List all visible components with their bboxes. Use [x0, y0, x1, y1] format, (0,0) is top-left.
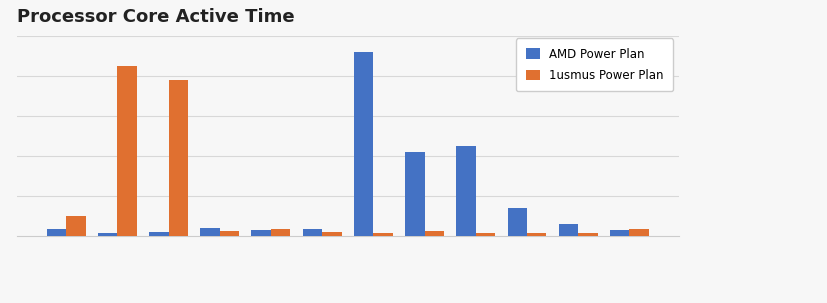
Bar: [251, 230, 270, 236]
Bar: [66, 216, 85, 236]
Bar: [200, 228, 219, 236]
Bar: [303, 229, 322, 236]
Bar: [219, 231, 239, 236]
Bar: [373, 233, 392, 236]
Bar: [476, 233, 495, 236]
Bar: [98, 233, 117, 236]
Bar: [117, 66, 136, 236]
Bar: [353, 52, 373, 236]
Bar: [270, 229, 290, 236]
Bar: [526, 233, 546, 236]
Text: Processor Core Active Time: Processor Core Active Time: [17, 8, 294, 26]
Bar: [322, 232, 342, 236]
Bar: [169, 80, 188, 236]
Bar: [149, 232, 169, 236]
Bar: [424, 231, 443, 236]
Bar: [629, 229, 648, 236]
Bar: [404, 152, 424, 236]
Bar: [456, 146, 476, 236]
Bar: [46, 229, 66, 236]
Bar: [507, 208, 526, 236]
Bar: [577, 233, 597, 236]
Bar: [558, 224, 577, 236]
Bar: [609, 230, 629, 236]
Legend: AMD Power Plan, 1usmus Power Plan: AMD Power Plan, 1usmus Power Plan: [515, 38, 672, 92]
